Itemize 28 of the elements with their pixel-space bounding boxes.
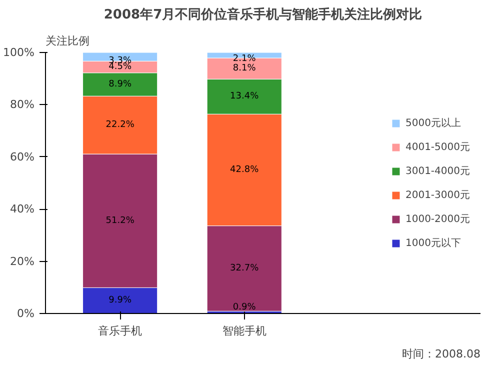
legend-label: 1000元以下 — [405, 236, 461, 250]
data-label: 42.8% — [230, 164, 260, 175]
legend-label: 5000元以上 — [405, 116, 461, 130]
y-tick-label: 80% — [10, 98, 35, 112]
data-label: 8.1% — [232, 64, 256, 74]
legend-label: 4001-5000元 — [405, 140, 470, 154]
y-tick-label: 60% — [10, 150, 35, 164]
x-tick-label: 音乐手机 — [98, 324, 142, 338]
chart-title: 2008年7月不同价位音乐手机与智能手机关注比例对比 — [104, 6, 422, 22]
data-label: 13.4% — [230, 92, 260, 102]
data-label: 2.1% — [232, 54, 256, 64]
data-label: 4.5% — [108, 62, 132, 72]
legend-label: 3001-4000元 — [405, 164, 470, 178]
data-label: 51.2% — [106, 216, 135, 226]
x-tick-label: 智能手机 — [222, 324, 266, 338]
y-tick-label: 100% — [3, 46, 35, 59]
legend-label: 1000-2000元 — [405, 212, 470, 226]
y-tick-label: 0% — [17, 307, 34, 320]
y-tick-label: 40% — [10, 202, 35, 216]
data-label: 32.7% — [230, 263, 260, 274]
y-axis-title: 关注比例 — [46, 34, 90, 48]
data-label: 0.9% — [232, 302, 256, 312]
y-tick-label: 20% — [10, 254, 35, 268]
legend-label: 2001-3000元 — [405, 188, 470, 202]
text: 时间：2008.08 — [402, 348, 481, 360]
data-label: 9.9% — [108, 296, 132, 306]
data-label: 8.9% — [108, 79, 132, 90]
data-label: 22.2% — [106, 120, 135, 130]
